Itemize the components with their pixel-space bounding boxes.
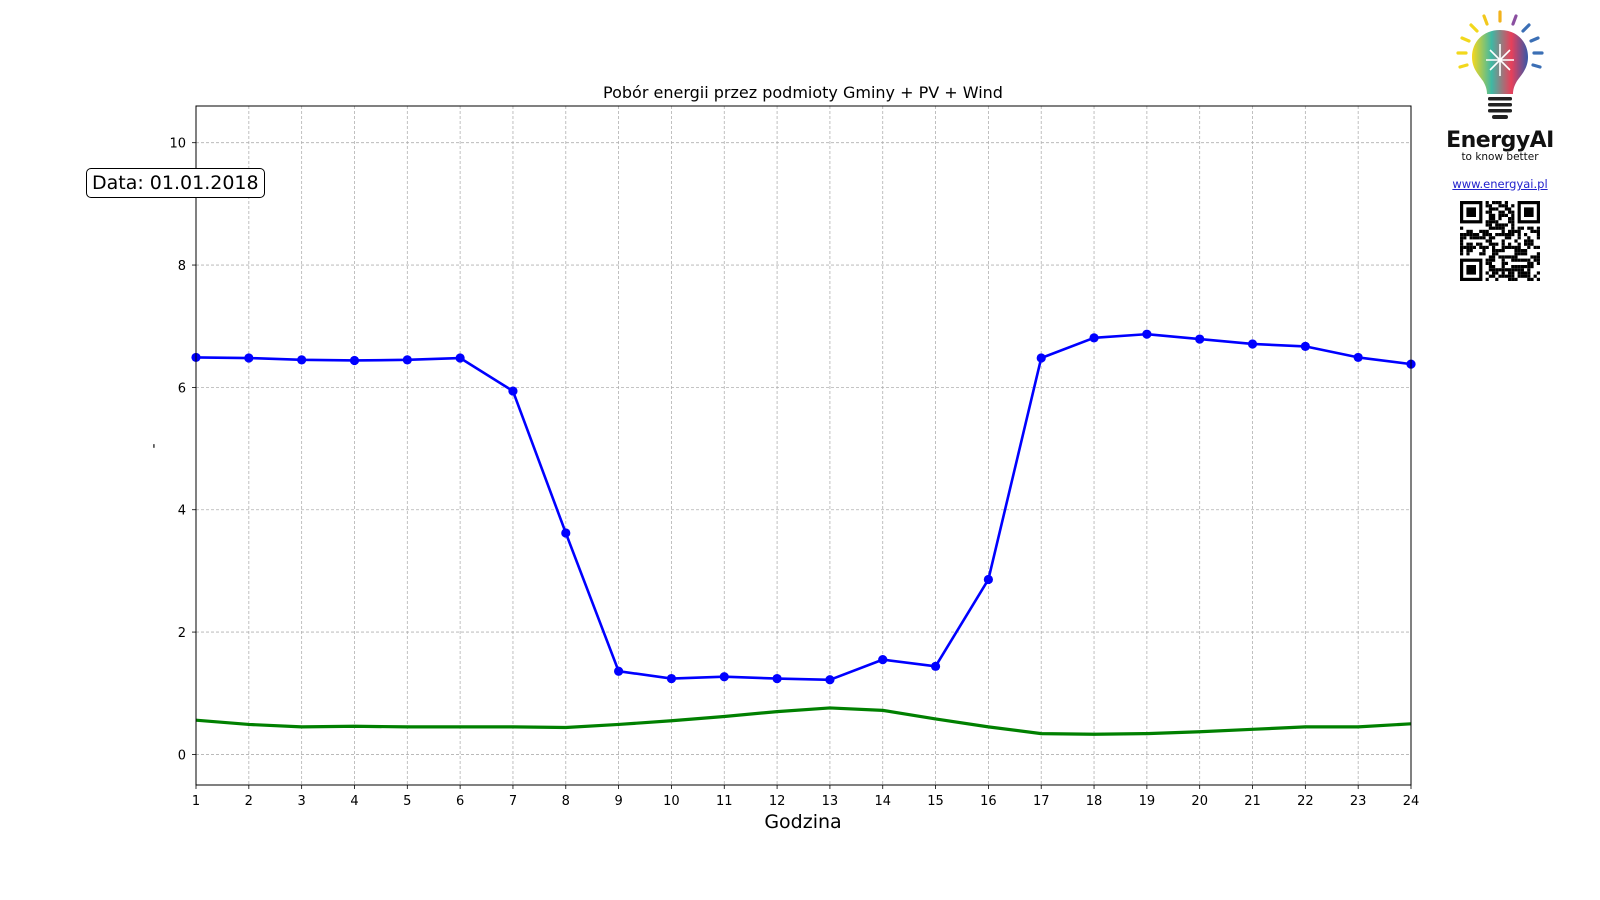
x-tick-label: 4 bbox=[350, 794, 358, 809]
y-tick-label: 8 bbox=[178, 259, 186, 274]
x-tick-label: 1 bbox=[192, 794, 200, 809]
x-tick-label: 7 bbox=[509, 794, 517, 809]
y-tick-label: 10 bbox=[169, 137, 186, 152]
series-1-point bbox=[1195, 334, 1205, 344]
x-tick-label: 15 bbox=[927, 794, 944, 809]
series-1-point bbox=[561, 528, 571, 538]
x-tick-label: 2 bbox=[245, 794, 253, 809]
series-1-point bbox=[666, 673, 677, 684]
x-tick-label: 8 bbox=[562, 794, 570, 809]
series-1-point bbox=[772, 673, 782, 684]
series-1-point bbox=[878, 654, 888, 665]
y-axis-ticks: 0 2 4 6 8 10 bbox=[169, 137, 196, 763]
x-tick-label: 10 bbox=[663, 794, 680, 809]
x-tick-label: 5 bbox=[403, 794, 411, 809]
series-1-point bbox=[1300, 341, 1310, 352]
series-1-point bbox=[349, 355, 360, 366]
series-line-1 bbox=[195, 332, 1412, 682]
brand-name: EnergyAI bbox=[1446, 128, 1554, 153]
x-tick-label: 23 bbox=[1350, 794, 1367, 809]
x-tick-label: 19 bbox=[1139, 794, 1156, 809]
series-1-point bbox=[930, 661, 941, 671]
x-axis-ticks: 1 2 3 4 5 6 7 8 9 10 11 12 13 14 15 16 17 18 19 20 21 22 23 24 bbox=[192, 785, 1419, 809]
series-1-point bbox=[1036, 353, 1046, 363]
y-tick-label: 6 bbox=[178, 381, 186, 396]
series-1-point bbox=[825, 675, 835, 685]
x-tick-label: 13 bbox=[822, 794, 839, 809]
series-1-point bbox=[719, 672, 729, 682]
chart-title: Pobór energii przez podmioty Gminy + PV … bbox=[603, 83, 1003, 102]
series-1-point bbox=[983, 574, 993, 585]
x-tick-label: 14 bbox=[874, 794, 891, 809]
brand-website-link[interactable]: www.energyai.pl bbox=[1452, 177, 1548, 191]
x-tick-label: 9 bbox=[614, 794, 622, 809]
x-tick-label: 11 bbox=[716, 794, 733, 809]
brand-tagline: to know better bbox=[1461, 151, 1539, 163]
x-tick-label: 18 bbox=[1086, 794, 1103, 809]
y-axis-label: - bbox=[146, 443, 162, 448]
y-tick-label: 0 bbox=[178, 748, 186, 763]
x-tick-label: 3 bbox=[298, 794, 306, 809]
series-1-point bbox=[455, 353, 465, 363]
x-tick-label: 24 bbox=[1403, 794, 1420, 809]
series-line-2 bbox=[195, 706, 1412, 736]
y-tick-label: 2 bbox=[178, 626, 186, 641]
series-1-point bbox=[297, 355, 307, 365]
series-1-point bbox=[614, 666, 624, 676]
lightbulb-icon bbox=[1456, 10, 1544, 119]
series-1-point bbox=[402, 355, 412, 365]
plot-frame bbox=[195, 105, 1412, 786]
x-axis-label: Godzina bbox=[764, 811, 841, 833]
grid-lines bbox=[195, 106, 1412, 785]
series-layer bbox=[191, 329, 1416, 736]
series-1-point bbox=[1353, 352, 1363, 363]
qr-code-icon bbox=[1460, 201, 1540, 281]
x-tick-label: 22 bbox=[1297, 794, 1314, 809]
x-tick-label: 16 bbox=[980, 794, 997, 809]
series-1-point bbox=[508, 386, 518, 396]
y-tick-label: 4 bbox=[178, 504, 186, 519]
series-1-point bbox=[1247, 339, 1258, 349]
x-tick-label: 20 bbox=[1191, 794, 1208, 809]
series-1-point bbox=[244, 353, 254, 363]
x-tick-label: 21 bbox=[1244, 794, 1261, 809]
x-tick-label: 6 bbox=[456, 794, 464, 809]
x-tick-label: 17 bbox=[1033, 794, 1050, 809]
series-1-point bbox=[1089, 333, 1099, 343]
brand-panel: EnergyAI to know better www.energyai.pl bbox=[1440, 10, 1560, 281]
series-1-point bbox=[1142, 329, 1152, 339]
x-tick-label: 12 bbox=[769, 794, 786, 809]
date-annotation: Data: 01.01.2018 bbox=[86, 168, 265, 198]
